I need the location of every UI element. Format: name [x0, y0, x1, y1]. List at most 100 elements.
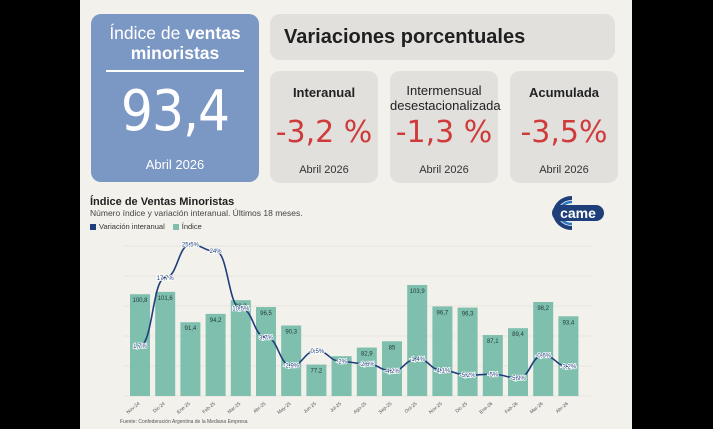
- x-tick-label: Dic-24: [152, 401, 167, 415]
- x-tick-label: Mar-25: [227, 401, 243, 416]
- line-value-label: -5,9%: [510, 376, 526, 382]
- bar: [256, 307, 276, 396]
- line-value-label: 25,5%: [182, 243, 200, 249]
- bar: [306, 364, 327, 396]
- x-tick-label: Feb-26: [504, 401, 520, 416]
- bar-value-label: 90,3: [285, 330, 297, 336]
- bar-value-label: 100,8: [132, 298, 148, 304]
- card-label: Acumulada: [528, 85, 600, 100]
- line-point: [239, 306, 243, 310]
- card-value: -3,5%: [520, 115, 608, 150]
- source-note: Fuente: Confederación Argentina de la Me…: [120, 419, 248, 425]
- x-tick-label: Jul-25: [329, 401, 343, 414]
- legend-item-bar: Índice: [172, 222, 202, 231]
- card-intermensual: Intermensual desestacionalizada -1,3 % A…: [390, 71, 501, 183]
- hero-value: 93,4: [120, 79, 230, 144]
- bar: [558, 316, 579, 396]
- line-point: [365, 362, 369, 366]
- line-value-label: -0,5%: [309, 349, 325, 355]
- line-value-label: 24%: [210, 249, 223, 255]
- line-point: [314, 349, 318, 353]
- bar-value-label: 89,4: [512, 332, 524, 338]
- line-value-label: -2%: [336, 360, 347, 366]
- line-point: [390, 369, 394, 373]
- legend-swatch-line: [90, 224, 96, 231]
- line-value-label: 17,7%: [157, 276, 175, 282]
- came-logo: came: [552, 196, 604, 230]
- hero-card: Índice de ventas minoristas 93,4 Abril 2…: [91, 14, 259, 182]
- x-tick-label: Ago-25: [352, 401, 368, 416]
- line-value-label: -2,9%: [283, 363, 299, 369]
- logo-band: [552, 205, 604, 221]
- bar-value-label: 94,2: [210, 318, 222, 324]
- bar: [382, 341, 402, 396]
- line-point: [541, 353, 545, 358]
- x-tick-label: Mar-26: [529, 401, 545, 416]
- bar-value-label: 96,3: [462, 312, 474, 318]
- card-label: Intermensual desestacionalizada: [390, 83, 501, 113]
- bar-value-label: 87,1: [487, 339, 499, 345]
- card-period: Abril 2026: [539, 164, 589, 176]
- legend-swatch-bar: [172, 224, 179, 231]
- hero-title-bold: ventas minoristas: [130, 23, 241, 63]
- x-tick-label: Abr-26: [555, 401, 570, 415]
- x-tick-label: Nov-24: [126, 401, 142, 416]
- line-value-label: 3,7%: [259, 335, 273, 341]
- chart: 100,8 Nov-24 101,6 Dic-24 91,4 Ene-25 94,2 Feb-…: [124, 242, 592, 416]
- line-value-label: 1,7%: [133, 344, 147, 350]
- line-point: [289, 363, 293, 367]
- x-tick-label: Dic-25: [454, 401, 469, 415]
- line-point: [264, 335, 268, 339]
- hero-period: Abril 2026: [145, 157, 205, 172]
- line-point: [138, 344, 142, 348]
- line-point: [214, 249, 218, 253]
- card-period: Abril 2026: [299, 164, 349, 176]
- bar: [407, 284, 428, 396]
- bar: [155, 291, 176, 396]
- bar: [508, 328, 528, 396]
- bar: [205, 313, 226, 396]
- line-point: [516, 376, 520, 380]
- bar: [457, 307, 478, 396]
- card-acumulada: Acumulada -3,5% Abril 2026: [510, 71, 618, 183]
- bar-value-label: 85: [389, 345, 396, 351]
- line-value-label: -5%: [487, 372, 498, 378]
- x-tick-label: Ene-26: [478, 401, 494, 416]
- line-value-label: -4,1%: [435, 368, 451, 374]
- logo-text: came: [560, 205, 596, 221]
- chart-legend: Variación interanual Índice: [90, 222, 202, 231]
- bar-value-label: 82,9: [361, 352, 373, 358]
- bar: [356, 347, 377, 396]
- hero-title: Índice de ventas minoristas: [91, 23, 259, 63]
- line-value-label: -2,6%: [359, 362, 375, 368]
- line-value-label: -0,6%: [535, 354, 551, 360]
- bar: [281, 325, 302, 396]
- line-value-label: 10,5%: [232, 306, 250, 312]
- bar-value-label: 80: [338, 360, 345, 366]
- chart-title: Índice de Ventas Minoristas: [90, 196, 235, 208]
- line-value-label: -5,2%: [460, 373, 476, 379]
- bar-value-label: 98,2: [537, 306, 549, 312]
- hero-divider: [106, 70, 244, 72]
- bar: [432, 306, 453, 396]
- legend-item-line: Variación interanual: [90, 222, 165, 231]
- bar: [533, 301, 554, 396]
- bar-value-label: 103,9: [410, 289, 426, 295]
- line-point: [566, 365, 570, 369]
- line-point: [415, 357, 419, 361]
- line-value-label: -3,2%: [561, 365, 577, 371]
- card-period: Abril 2026: [419, 164, 469, 176]
- x-tick-label: Sep-25: [378, 401, 394, 416]
- line-series: [139, 243, 569, 379]
- bar-value-label: 101,6: [158, 296, 174, 302]
- legend-label: Índice: [181, 222, 202, 231]
- card-value: -3,2 %: [275, 115, 373, 150]
- chart-subtitle: Número índice y variación interanual. Úl…: [90, 208, 303, 218]
- x-tick-label: Abr-25: [252, 401, 267, 415]
- legend-label: Variación interanual: [99, 222, 165, 231]
- bar-value-label: 77,2: [311, 369, 323, 375]
- line-point: [466, 373, 470, 377]
- bar-value-label: 96,5: [260, 311, 272, 317]
- bar: [482, 335, 503, 396]
- card-value: -1,3 %: [395, 115, 493, 150]
